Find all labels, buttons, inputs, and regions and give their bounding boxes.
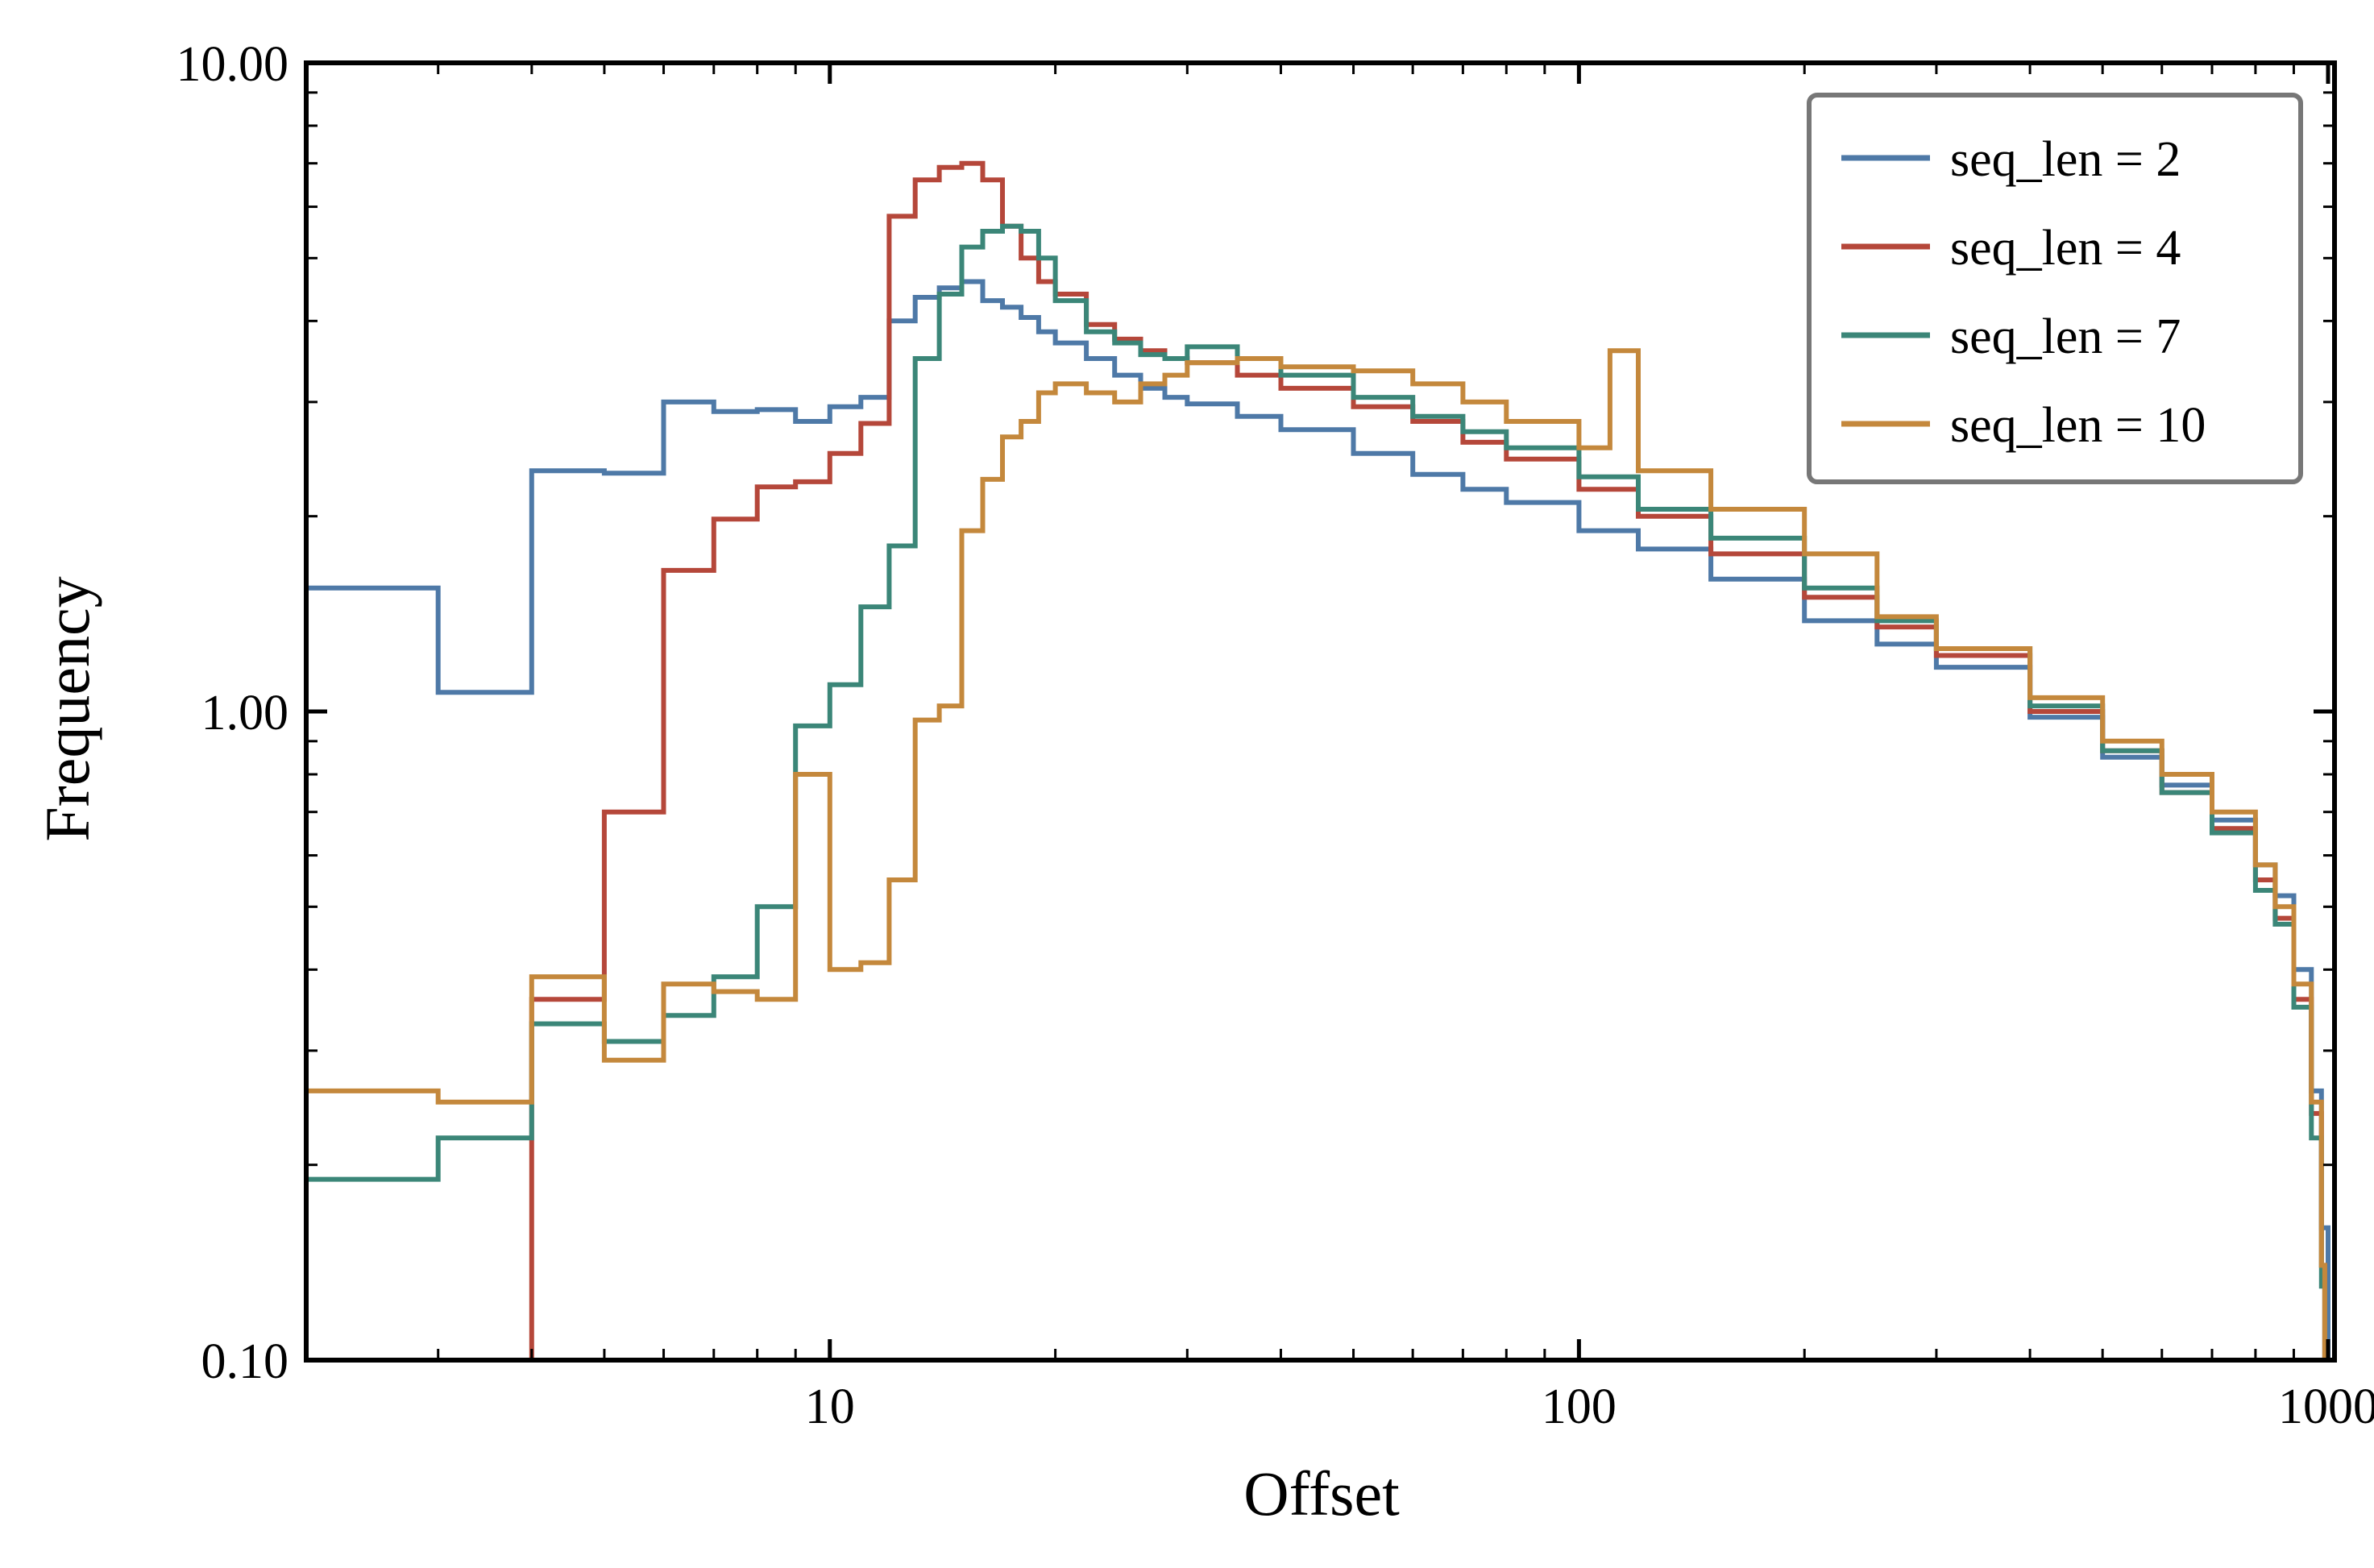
legend-label-seq-len-7: seq_len = 7 (1950, 309, 2181, 364)
y-tick-label: 10.00 (176, 37, 289, 92)
ticks-layer: 10 100 1000 0.10 1.00 10.00 (176, 37, 2374, 1434)
y-axis-label: Frequency (32, 576, 102, 841)
x-tick-label: 100 (1542, 1379, 1617, 1434)
series-line-seq-len-10 (306, 348, 2327, 1360)
x-tick-label: 1000 (2278, 1379, 2374, 1434)
legend-label-seq-len-10: seq_len = 10 (1950, 398, 2206, 453)
y-tick-label: 1.00 (201, 686, 289, 740)
y-tick-label: 0.10 (201, 1334, 289, 1389)
legend: seq_len = 2 seq_len = 4 seq_len = 7 seq_len… (1807, 93, 2303, 484)
legend-box (1807, 93, 2303, 484)
series-layer (306, 160, 2330, 1360)
x-axis-label: Offset (1243, 1458, 1400, 1529)
legend-label-seq-len-4: seq_len = 4 (1950, 221, 2181, 276)
legend-label-seq-len-2: seq_len = 2 (1950, 132, 2181, 187)
labels-layer: Offset Frequency (32, 576, 1400, 1529)
x-tick-label: 10 (805, 1379, 855, 1434)
